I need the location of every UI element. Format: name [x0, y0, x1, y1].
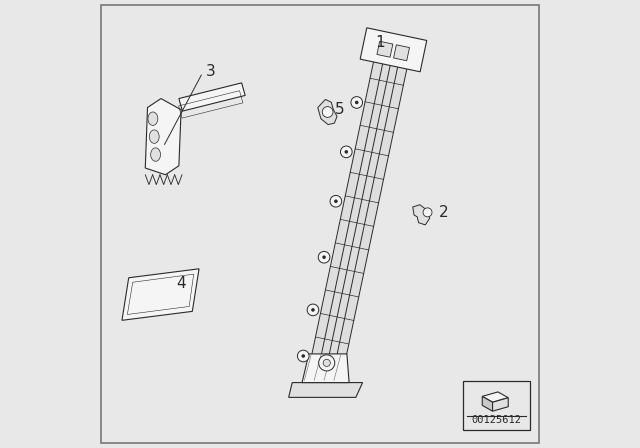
Text: 00125612: 00125612	[472, 415, 522, 425]
Ellipse shape	[148, 112, 158, 125]
Circle shape	[334, 199, 338, 203]
Circle shape	[340, 146, 352, 158]
Circle shape	[355, 101, 358, 104]
Circle shape	[323, 359, 330, 366]
Polygon shape	[377, 41, 393, 57]
Text: 3: 3	[205, 64, 215, 79]
Polygon shape	[145, 99, 181, 175]
Text: 1: 1	[376, 35, 385, 50]
Polygon shape	[394, 45, 410, 61]
Circle shape	[298, 350, 309, 362]
Polygon shape	[493, 398, 508, 411]
Circle shape	[351, 97, 362, 108]
Circle shape	[323, 255, 326, 259]
Polygon shape	[360, 28, 427, 72]
Polygon shape	[317, 99, 337, 125]
Circle shape	[311, 308, 315, 312]
Polygon shape	[305, 55, 408, 391]
Bar	[463, 381, 530, 430]
Circle shape	[319, 355, 335, 371]
Ellipse shape	[149, 130, 159, 143]
Circle shape	[307, 304, 319, 316]
Circle shape	[330, 195, 342, 207]
Polygon shape	[122, 269, 199, 320]
Text: 2: 2	[438, 205, 448, 220]
Circle shape	[323, 107, 333, 117]
Polygon shape	[289, 383, 362, 397]
Polygon shape	[302, 354, 349, 383]
Circle shape	[344, 150, 348, 154]
Polygon shape	[483, 392, 508, 402]
Polygon shape	[413, 205, 430, 225]
Circle shape	[301, 354, 305, 358]
Text: 5: 5	[335, 102, 345, 117]
Ellipse shape	[150, 148, 161, 161]
Polygon shape	[179, 83, 245, 111]
Circle shape	[318, 251, 330, 263]
Circle shape	[423, 208, 432, 217]
Polygon shape	[483, 396, 493, 411]
Text: 4: 4	[176, 276, 186, 291]
